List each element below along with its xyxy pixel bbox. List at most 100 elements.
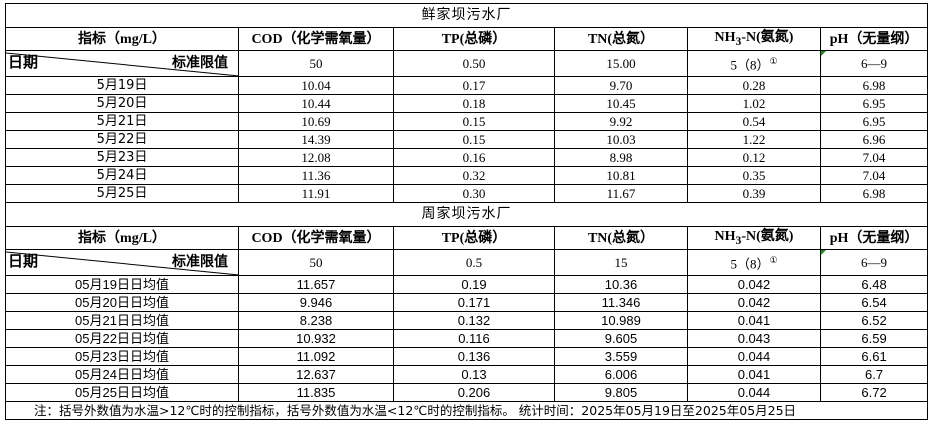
date-label: 日期 (8, 252, 39, 270)
tp-cell: 0.32 (393, 166, 555, 185)
plant-title: 鲜家坝污水厂 (4, 3, 928, 28)
date-cell: 5月24日 (5, 166, 239, 185)
date-cell: 05月19日日均值 (5, 275, 239, 294)
nh3n-cell: 0.042 (687, 275, 821, 294)
table-row: 05月25日日均值 11.835 0.206 9.805 0.044 6.72 (5, 383, 928, 402)
date-cell: 5月20日 (5, 94, 239, 113)
date-cell: 05月20日日均值 (5, 293, 239, 312)
standard-label: 标准限值 (172, 254, 228, 270)
ph-header: pH（无量纲） (819, 27, 928, 51)
date-cell: 5月25日 (5, 184, 239, 203)
date-cell: 05月25日日均值 (5, 383, 239, 402)
indicator-header: 指标（mg/L） (5, 27, 239, 51)
table-row: 05月19日日均值 11.657 0.19 10.36 0.042 6.48 (5, 275, 928, 294)
diagonal-header-cell: 日期 标准限值 (5, 50, 239, 77)
tn-cell: 10.36 (554, 275, 688, 294)
footnote-mark: ① (769, 255, 778, 266)
cod-cell: 12.08 (238, 148, 394, 167)
standard-limit-row: 日期 标准限值 50 0.50 15.00 5（8）① 6—9 (5, 50, 928, 77)
std-cod: 50 (238, 50, 394, 77)
cod-cell: 10.932 (238, 329, 394, 348)
nh3n-cell: 0.044 (687, 347, 821, 366)
date-cell: 5月22日 (5, 130, 239, 149)
tn-cell: 9.805 (554, 383, 688, 402)
ph-cell: 6.95 (819, 94, 928, 113)
table-row: 5月22日 14.39 0.15 10.03 1.22 6.96 (5, 130, 928, 149)
table-row: 5月23日 12.08 0.16 8.98 0.12 7.04 (5, 148, 928, 167)
date-label: 日期 (8, 53, 39, 71)
nh3n-cell: 0.043 (687, 329, 821, 348)
ph-cell: 6.54 (819, 293, 928, 312)
tn-cell: 8.98 (554, 148, 688, 167)
tn-cell: 9.70 (554, 76, 688, 95)
tp-cell: 0.116 (393, 329, 555, 348)
nh3n-cell: 0.041 (687, 365, 821, 384)
ph-cell: 6.61 (819, 347, 928, 366)
nh3n-cell: 0.35 (687, 166, 821, 185)
tn-cell: 10.45 (554, 94, 688, 113)
tp-cell: 0.15 (393, 130, 555, 149)
footnote-mark: ① (769, 56, 778, 67)
cod-cell: 11.91 (238, 184, 394, 203)
ph-cell: 6.72 (819, 383, 928, 402)
std-ph: 6—9 (819, 50, 928, 77)
table-row: 5月24日 11.36 0.32 10.81 0.35 7.04 (5, 166, 928, 185)
tn-cell: 9.92 (554, 112, 688, 131)
std-nh3n: 5（8）① (687, 249, 821, 276)
table-row: 5月21日 10.69 0.15 9.92 0.54 6.95 (5, 112, 928, 131)
tn-cell: 10.03 (554, 130, 688, 149)
date-cell: 5月19日 (5, 76, 239, 95)
ph-header: pH（无量纲） (819, 226, 928, 250)
standard-limit-row: 日期 标准限值 50 0.5 15 5（8）① 6—9 (5, 249, 928, 276)
tn-cell: 10.81 (554, 166, 688, 185)
date-cell: 05月21日日均值 (5, 311, 239, 330)
cod-cell: 10.69 (238, 112, 394, 131)
table-row: 05月20日日均值 9.946 0.171 11.346 0.042 6.54 (5, 293, 928, 312)
nh3n-cell: 1.02 (687, 94, 821, 113)
comment-indicator-icon (821, 51, 826, 56)
tp-cell: 0.17 (393, 76, 555, 95)
tp-cell: 0.136 (393, 347, 555, 366)
nh3n-header: NH3-N(氨氮) (687, 27, 821, 51)
nh3n-header: NH3-N(氨氮) (687, 226, 821, 250)
std-tn: 15 (554, 249, 688, 276)
header-row: 指标（mg/L） COD（化学需氧量） TP(总磷） TN(总氮） NH3-N(… (5, 27, 928, 51)
ph-cell: 6.95 (819, 112, 928, 131)
std-tp: 0.5 (393, 249, 555, 276)
ph-cell: 6.48 (819, 275, 928, 294)
ph-cell: 7.04 (819, 148, 928, 167)
std-cod: 50 (238, 249, 394, 276)
tp-cell: 0.13 (393, 365, 555, 384)
ph-cell: 6.59 (819, 329, 928, 348)
tn-cell: 9.605 (554, 329, 688, 348)
cod-cell: 8.238 (238, 311, 394, 330)
date-cell: 05月22日日均值 (5, 329, 239, 348)
tp-header: TP(总磷） (393, 27, 555, 51)
cod-cell: 10.04 (238, 76, 394, 95)
nh3n-cell: 0.042 (687, 293, 821, 312)
table-row: 5月19日 10.04 0.17 9.70 0.28 6.98 (5, 76, 928, 95)
tp-cell: 0.132 (393, 311, 555, 330)
nh3n-cell: 0.54 (687, 112, 821, 131)
nh3n-cell: 0.39 (687, 184, 821, 203)
tn-cell: 10.989 (554, 311, 688, 330)
plant-title: 周家坝污水厂 (4, 202, 928, 227)
ph-cell: 7.04 (819, 166, 928, 185)
ph-cell: 6.98 (819, 76, 928, 95)
table-row: 5月20日 10.44 0.18 10.45 1.02 6.95 (5, 94, 928, 113)
tp-cell: 0.206 (393, 383, 555, 402)
tn-cell: 3.559 (554, 347, 688, 366)
cod-header: COD（化学需氧量） (238, 226, 394, 250)
cod-cell: 11.092 (238, 347, 394, 366)
tp-cell: 0.30 (393, 184, 555, 203)
table-row: 05月21日日均值 8.238 0.132 10.989 0.041 6.52 (5, 311, 928, 330)
tn-cell: 11.346 (554, 293, 688, 312)
date-cell: 5月21日 (5, 112, 239, 131)
cod-header: COD（化学需氧量） (238, 27, 394, 51)
ph-cell: 6.98 (819, 184, 928, 203)
std-tp: 0.50 (393, 50, 555, 77)
nh3n-cell: 0.041 (687, 311, 821, 330)
table-row: 05月23日日均值 11.092 0.136 3.559 0.044 6.61 (5, 347, 928, 366)
tn-cell: 11.67 (554, 184, 688, 203)
table-row: 5月25日 11.91 0.30 11.67 0.39 6.98 (5, 184, 928, 203)
